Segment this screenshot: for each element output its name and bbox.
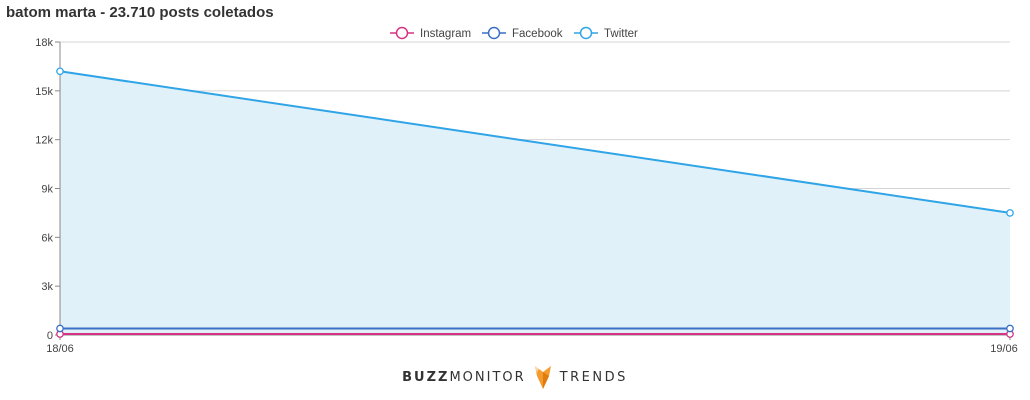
series-points[interactable] bbox=[56, 67, 1014, 338]
legend-item-facebook[interactable]: Facebook bbox=[482, 26, 563, 41]
legend-item-instagram[interactable]: Instagram bbox=[390, 26, 471, 41]
brand-monitor-text: MONITOR bbox=[449, 369, 526, 385]
legend-marker-icon bbox=[579, 26, 593, 40]
legend-marker-icon bbox=[487, 26, 501, 40]
legend-marker-icon bbox=[395, 26, 409, 40]
y-tick-label: 3k bbox=[41, 281, 53, 293]
y-tick-label: 12k bbox=[35, 135, 53, 147]
y-tick-label: 9k bbox=[41, 184, 53, 196]
series-line-twitter bbox=[59, 70, 1011, 214]
y-tick-label: 15k bbox=[35, 86, 53, 98]
tick-labels: 0 3k 6k 9k 12k 15k 18k 18/06 19/06 bbox=[35, 37, 1018, 355]
series-area-twitter bbox=[60, 71, 1010, 336]
legend-label: Twitter bbox=[604, 28, 638, 40]
y-tick-label: 0 bbox=[47, 330, 53, 342]
series-lines bbox=[59, 70, 1011, 336]
brand-trends-text: TRENDS bbox=[559, 369, 628, 385]
x-tick-label: 18/06 bbox=[46, 343, 74, 355]
legend-label: Instagram bbox=[420, 28, 471, 40]
chart-svg: 0 3k 6k 9k 12k 15k 18k 18/06 19/06 Instagram Face… bbox=[35, 26, 1018, 355]
y-tick-label: 18k bbox=[35, 37, 53, 49]
footer-brand: BUZZ MONITOR TRENDS bbox=[0, 362, 1030, 392]
legend-label: Facebook bbox=[512, 28, 563, 40]
y-tick-label: 6k bbox=[41, 232, 53, 244]
area-fills bbox=[60, 71, 1010, 336]
data-point-twitter[interactable] bbox=[56, 67, 64, 76]
brand-buzz-text: BUZZ bbox=[402, 369, 450, 385]
data-point-facebook[interactable] bbox=[1006, 324, 1014, 333]
x-tick-label: 19/06 bbox=[990, 343, 1018, 355]
data-point-twitter[interactable] bbox=[1006, 209, 1014, 217]
legend[interactable]: Instagram Facebook Twitter bbox=[390, 26, 638, 41]
fox-icon bbox=[534, 366, 551, 389]
chart-title: batom marta - 23.710 posts coletados bbox=[6, 4, 274, 21]
data-point-facebook[interactable] bbox=[56, 324, 64, 333]
legend-item-twitter[interactable]: Twitter bbox=[574, 26, 638, 41]
